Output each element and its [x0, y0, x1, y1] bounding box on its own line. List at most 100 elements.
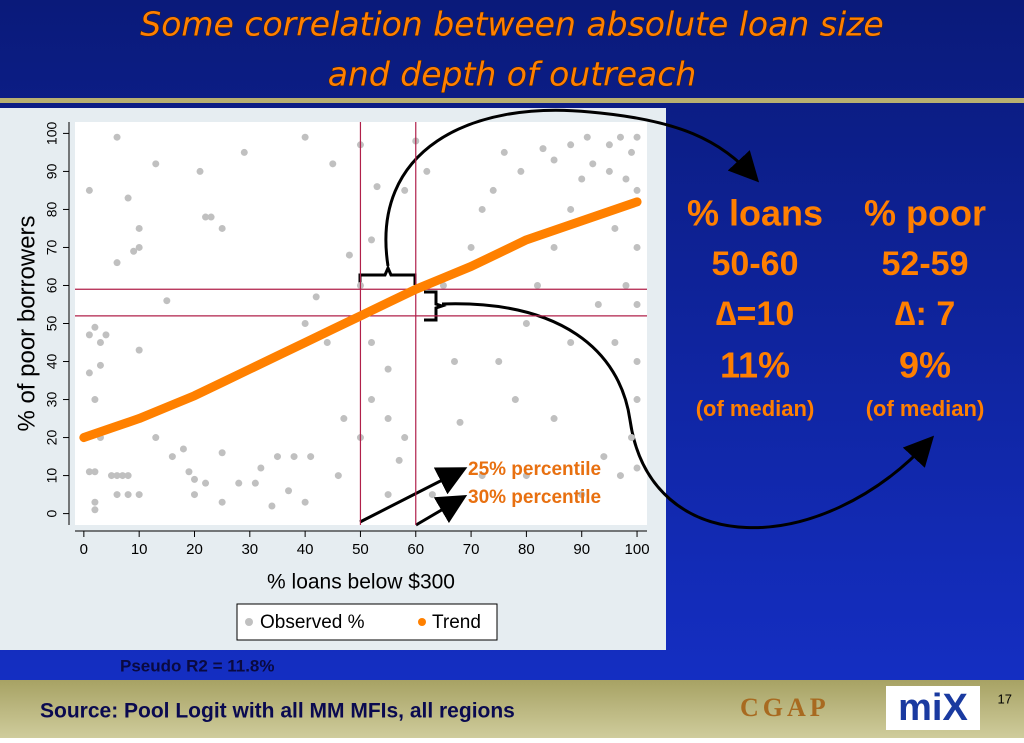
scatter-point [616, 472, 624, 480]
scatter-point [578, 491, 586, 499]
comparison-basis: (of median) [696, 396, 815, 421]
scatter-point [290, 453, 298, 461]
y-tick-label: 40 [44, 354, 60, 370]
scatter-point [96, 361, 104, 369]
scatter-point [135, 224, 143, 232]
scatter-point [91, 396, 99, 404]
legend-box [236, 603, 498, 641]
x-tick-label: 60 [407, 541, 424, 558]
x-tick-label: 0 [80, 541, 88, 558]
scatter-point [301, 320, 309, 327]
scatter-point [218, 224, 226, 232]
y-tick-label: 10 [44, 468, 60, 484]
scatter-point [583, 133, 591, 141]
scatter-point [633, 464, 641, 472]
y-axis-label: % of poor borrowers [13, 215, 40, 431]
arrow [441, 302, 935, 529]
legend-marker [245, 618, 253, 626]
comparison-delta: ∆=10 [716, 295, 794, 333]
scatter-point [91, 506, 99, 514]
scatter-point [550, 415, 558, 423]
scatter-point [605, 167, 613, 175]
scatter-point [522, 472, 530, 480]
scatter-point [578, 175, 586, 183]
y-tick-label: 0 [44, 509, 60, 517]
scatter-point [152, 434, 160, 442]
comparison-header: % loans [687, 193, 823, 234]
x-axis-label: % loans below $300 [267, 571, 455, 594]
scatter-point [340, 415, 348, 423]
scatter-point [130, 247, 138, 255]
scatter-point [135, 491, 143, 499]
scatter-point [368, 396, 376, 404]
comparison-share: 9% [899, 345, 951, 386]
trend-line [79, 197, 642, 443]
scatter-point [533, 281, 541, 289]
scatter-point [85, 468, 93, 476]
x-tick-label: 70 [463, 541, 480, 558]
scatter-point [628, 148, 636, 156]
scatter-point [633, 300, 641, 308]
scatter-point [135, 346, 143, 354]
scatter-point [91, 323, 99, 331]
scatter-point [622, 175, 630, 183]
title-line: and depth of outreach [328, 55, 697, 94]
annotation: 30% percentile [468, 487, 601, 508]
scatter-point [273, 453, 281, 461]
scatter-point [108, 472, 116, 480]
x-tick-label: 10 [131, 541, 148, 558]
logo: miX [898, 687, 968, 729]
scatter-point [168, 453, 176, 461]
x-tick-label: 40 [297, 541, 314, 558]
scatter-point [423, 167, 431, 175]
scatter-point [323, 339, 331, 347]
scatter-point [467, 243, 475, 251]
scatter-point [329, 160, 337, 168]
page-number: 17 [998, 691, 1012, 706]
x-tick-label: 90 [573, 541, 590, 558]
scatter-point [163, 297, 171, 305]
scatter-point [190, 475, 198, 483]
scatter-point [179, 445, 187, 453]
scatter-point [113, 491, 121, 499]
x-tick-label: 80 [518, 541, 535, 558]
scatter-point [511, 396, 519, 404]
legend-label: Observed % [260, 612, 365, 633]
scatter-point [594, 300, 602, 308]
scatter-point [96, 339, 104, 347]
y-tick-label: 50 [44, 316, 60, 332]
scatter-point [605, 141, 613, 149]
scatter-point [600, 453, 608, 461]
logo-box [886, 686, 980, 730]
scatter-point [517, 167, 525, 175]
y-tick-label: 100 [44, 122, 60, 146]
scatter-point [384, 415, 392, 423]
scatter-point [135, 243, 143, 251]
scatter-point [235, 479, 243, 487]
scatter-point [240, 148, 248, 156]
scatter-point [368, 339, 376, 347]
title-line: Some correlation between absolute loan s… [140, 5, 883, 44]
scatter-point [251, 479, 259, 487]
scatter-point [196, 167, 204, 175]
scatter-point [633, 133, 641, 141]
x-tick-label: 50 [352, 541, 369, 558]
scatter-point [611, 224, 619, 232]
scatter-point [334, 472, 342, 480]
comparison-range: 50-60 [712, 245, 799, 283]
scatter-point [456, 418, 464, 426]
scatter-point [218, 498, 226, 506]
scatter-point [567, 339, 575, 347]
legend-marker [418, 618, 426, 626]
scatter-point [439, 281, 447, 289]
comparison-range: 52-59 [882, 245, 969, 283]
annotation: 25% percentile [468, 459, 601, 480]
scatter-point [633, 186, 641, 194]
scatter-point [567, 141, 575, 149]
scatter-point [152, 160, 160, 168]
note: Pseudo R2 = 11.8% [120, 656, 275, 675]
scatter-point [373, 183, 381, 191]
y-tick-label: 60 [44, 277, 60, 293]
scatter-point [401, 434, 409, 442]
